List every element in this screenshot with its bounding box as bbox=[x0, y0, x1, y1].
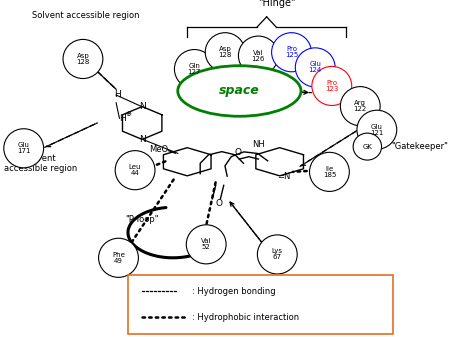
Ellipse shape bbox=[238, 36, 278, 75]
Text: Arg
122: Arg 122 bbox=[354, 100, 367, 112]
Text: N: N bbox=[139, 135, 146, 144]
Text: Pro
123: Pro 123 bbox=[325, 80, 338, 92]
Text: Ile
185: Ile 185 bbox=[323, 166, 336, 178]
Text: H: H bbox=[119, 115, 126, 123]
Ellipse shape bbox=[174, 50, 214, 89]
Text: Asp
128: Asp 128 bbox=[76, 53, 90, 65]
Text: Val
126: Val 126 bbox=[252, 50, 265, 62]
Text: Lys
67: Lys 67 bbox=[272, 248, 283, 261]
Text: Glu
121: Glu 121 bbox=[370, 124, 383, 136]
Text: Glu
171: Glu 171 bbox=[17, 142, 30, 154]
Text: "Gatekeeper": "Gatekeeper" bbox=[391, 142, 448, 151]
Text: =N: =N bbox=[277, 173, 290, 181]
Text: Glu
124: Glu 124 bbox=[309, 61, 322, 73]
Ellipse shape bbox=[63, 39, 103, 79]
Ellipse shape bbox=[310, 152, 349, 191]
Text: H: H bbox=[114, 90, 121, 99]
Ellipse shape bbox=[257, 235, 297, 274]
Ellipse shape bbox=[357, 110, 397, 149]
Text: MeO: MeO bbox=[149, 146, 168, 154]
Ellipse shape bbox=[99, 238, 138, 277]
Text: O: O bbox=[235, 148, 241, 157]
Text: : Hydrogen bonding: : Hydrogen bonding bbox=[192, 287, 275, 296]
Text: NH: NH bbox=[252, 141, 264, 149]
Text: O: O bbox=[216, 200, 222, 208]
Text: Val
52: Val 52 bbox=[201, 238, 211, 250]
Text: Leu
44: Leu 44 bbox=[129, 164, 141, 176]
Text: Solvent accessible region: Solvent accessible region bbox=[32, 11, 139, 20]
Ellipse shape bbox=[272, 33, 311, 72]
Ellipse shape bbox=[115, 151, 155, 190]
Ellipse shape bbox=[340, 87, 380, 126]
Ellipse shape bbox=[205, 33, 245, 72]
Text: Phe
49: Phe 49 bbox=[112, 252, 125, 264]
Text: Pro
125: Pro 125 bbox=[285, 46, 298, 58]
Text: space: space bbox=[219, 85, 260, 97]
Ellipse shape bbox=[353, 133, 382, 160]
Ellipse shape bbox=[312, 66, 352, 105]
Ellipse shape bbox=[186, 225, 226, 264]
Ellipse shape bbox=[178, 66, 301, 116]
Text: Solvent
accessible region: Solvent accessible region bbox=[4, 154, 77, 173]
Text: GK: GK bbox=[363, 144, 372, 150]
Ellipse shape bbox=[295, 48, 335, 87]
Ellipse shape bbox=[4, 129, 44, 168]
FancyBboxPatch shape bbox=[128, 275, 393, 334]
Text: "Hinge": "Hinge" bbox=[258, 0, 296, 8]
Text: N: N bbox=[139, 102, 146, 111]
Text: Asp
128: Asp 128 bbox=[219, 46, 232, 58]
Text: "P-loop": "P-loop" bbox=[126, 215, 159, 223]
Text: ⊕: ⊕ bbox=[125, 111, 131, 117]
Text: : Hydrophobic interaction: : Hydrophobic interaction bbox=[192, 313, 299, 321]
Text: Gln
127: Gln 127 bbox=[188, 63, 201, 75]
